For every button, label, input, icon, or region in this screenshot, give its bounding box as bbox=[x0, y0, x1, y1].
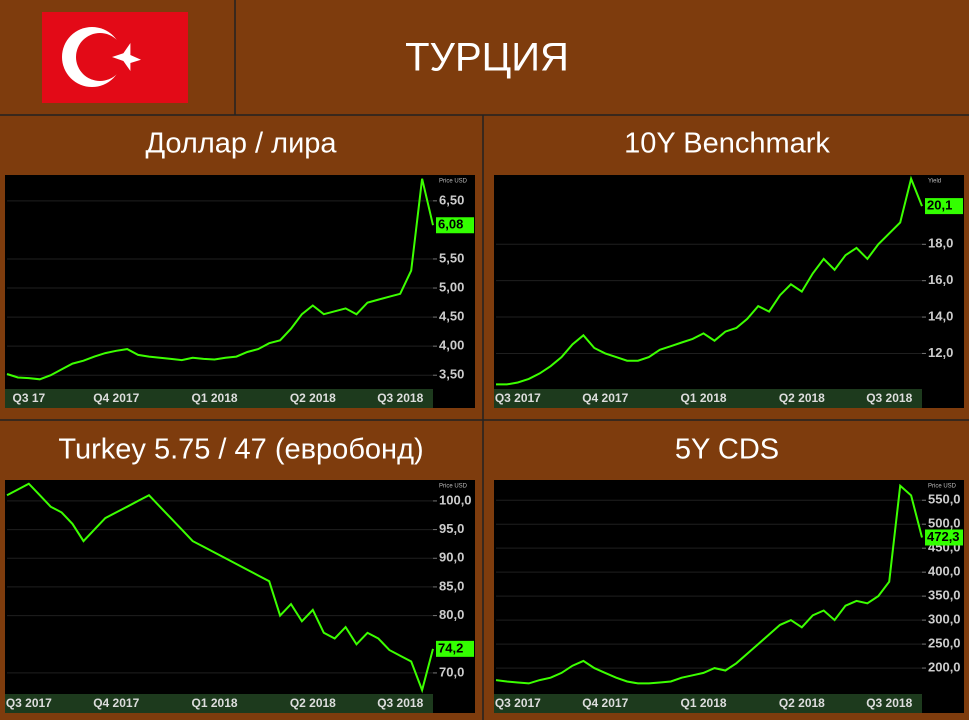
price-line bbox=[6, 178, 434, 381]
y-tick-label: 250,0 bbox=[928, 636, 961, 651]
x-tick-label: Q1 2018 bbox=[192, 696, 238, 710]
y-tick-label: 350,0 bbox=[928, 588, 961, 603]
x-tick-label: Q1 2018 bbox=[681, 391, 727, 405]
y-tick-label: 4,00 bbox=[439, 338, 464, 353]
y-tick-label: 90,0 bbox=[439, 550, 464, 565]
plot-area bbox=[5, 480, 475, 713]
y-tick-label: 12,0 bbox=[928, 345, 953, 360]
x-tick-label: Q4 2017 bbox=[582, 391, 628, 405]
x-tick-label: Q2 2018 bbox=[290, 696, 336, 710]
plot-area bbox=[5, 175, 475, 408]
current-value-label: 6,08 bbox=[438, 217, 463, 232]
x-axis-strip bbox=[494, 389, 922, 408]
current-value-label: 20,1 bbox=[927, 198, 952, 213]
y-tick-label: 80,0 bbox=[439, 607, 464, 622]
y-tick-label: 85,0 bbox=[439, 578, 464, 593]
y-tick-label: 70,0 bbox=[439, 664, 464, 679]
current-value-box bbox=[925, 529, 963, 546]
y-tick-label: 18,0 bbox=[928, 236, 953, 251]
chart-title: 5Y CDS bbox=[675, 434, 779, 466]
y-tick-label: 100,0 bbox=[439, 492, 472, 507]
current-value-box bbox=[436, 217, 474, 234]
plot-area bbox=[494, 175, 964, 408]
x-tick-label: Q3 2017 bbox=[6, 696, 52, 710]
chart-title: Доллар / лира bbox=[145, 128, 337, 160]
y-tick-label: 200,0 bbox=[928, 660, 961, 675]
current-value-label: 472,3 bbox=[927, 529, 960, 544]
y-axis-label: Yield bbox=[928, 179, 941, 185]
x-tick-label: Q3 17 bbox=[12, 391, 45, 405]
price-line bbox=[6, 482, 434, 694]
x-tick-label: Q3 2018 bbox=[377, 696, 423, 710]
y-tick-label: 5,50 bbox=[439, 250, 464, 265]
y-tick-label: 550,0 bbox=[928, 492, 961, 507]
y-tick-label: 6,50 bbox=[439, 192, 464, 207]
current-value-label: 74,2 bbox=[438, 640, 463, 655]
current-value-box bbox=[436, 640, 474, 657]
y-tick-label: 16,0 bbox=[928, 272, 953, 287]
x-tick-label: Q3 2018 bbox=[866, 391, 912, 405]
x-axis-strip bbox=[5, 389, 433, 408]
x-tick-label: Q3 2018 bbox=[866, 696, 912, 710]
x-tick-label: Q2 2018 bbox=[779, 696, 825, 710]
flag bbox=[42, 12, 188, 103]
page-title: ТУРЦИЯ bbox=[405, 36, 569, 80]
x-tick-label: Q3 2018 bbox=[377, 391, 423, 405]
y-tick-label: 300,0 bbox=[928, 612, 961, 627]
y-tick-label: 3,50 bbox=[439, 367, 464, 382]
x-tick-label: Q1 2018 bbox=[681, 696, 727, 710]
y-tick-label: 14,0 bbox=[928, 308, 953, 323]
y-axis-label: Price USD bbox=[439, 484, 468, 490]
price-line bbox=[496, 175, 923, 386]
y-tick-label: 5,00 bbox=[439, 279, 464, 294]
y-tick-label: 95,0 bbox=[439, 521, 464, 536]
y-tick-label: 4,50 bbox=[439, 309, 464, 324]
y-axis-label: Price USD bbox=[928, 484, 957, 490]
y-tick-label: 400,0 bbox=[928, 564, 961, 579]
x-axis-strip bbox=[5, 694, 433, 713]
y-tick-label: 500,0 bbox=[928, 516, 961, 531]
chart-title: 10Y Benchmark bbox=[624, 128, 830, 160]
y-axis-label: Price USD bbox=[439, 179, 468, 185]
crescent-cut bbox=[76, 33, 124, 81]
x-tick-label: Q4 2017 bbox=[582, 696, 628, 710]
price-line bbox=[495, 483, 923, 685]
x-axis-strip bbox=[494, 694, 922, 713]
x-tick-label: Q4 2017 bbox=[93, 696, 139, 710]
current-value-box bbox=[925, 198, 963, 215]
chart-title: Turkey 5.75 / 47 (евробонд) bbox=[58, 434, 423, 466]
x-tick-label: Q3 2017 bbox=[495, 696, 541, 710]
x-tick-label: Q1 2018 bbox=[192, 391, 238, 405]
star bbox=[112, 43, 141, 71]
x-tick-label: Q2 2018 bbox=[290, 391, 336, 405]
x-tick-label: Q4 2017 bbox=[93, 391, 139, 405]
x-tick-label: Q2 2018 bbox=[779, 391, 825, 405]
x-tick-label: Q3 2017 bbox=[495, 391, 541, 405]
